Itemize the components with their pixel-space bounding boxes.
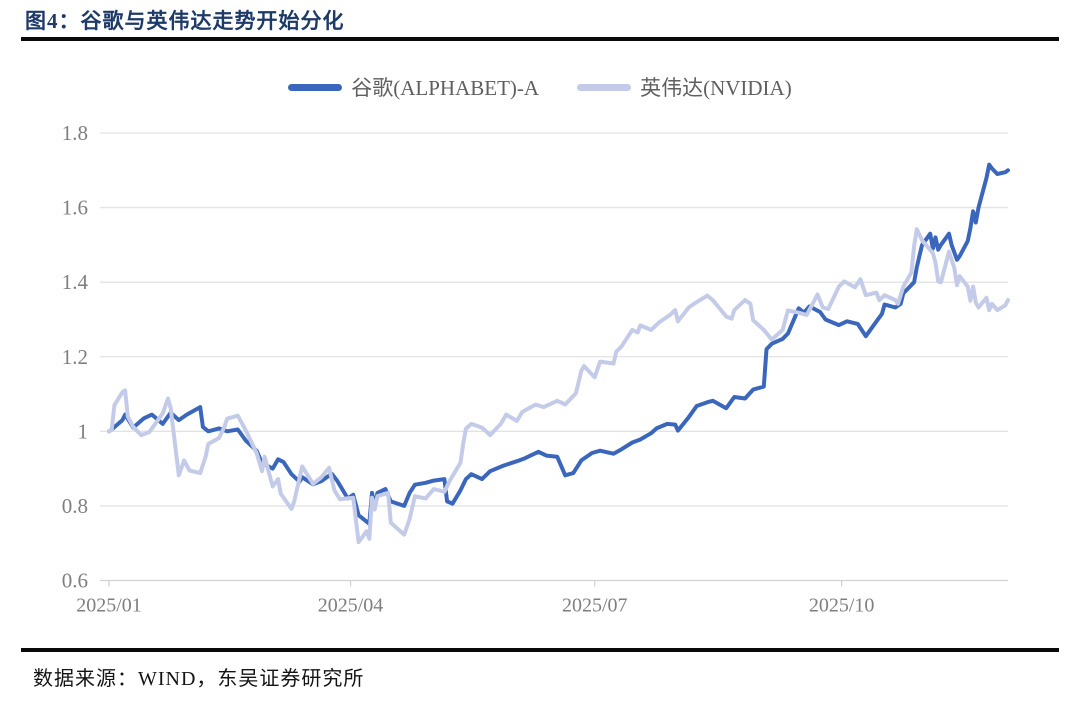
stock-comparison-chart: 0.6 0.8 1 1.2 1.4 1.6 1.8 2025/01 2025/04 2025/07… bbox=[62, 121, 1010, 617]
x-axis-tick-label: 2025/10 bbox=[809, 595, 875, 617]
x-axis-tick-label: 2025/01 bbox=[76, 595, 142, 617]
x-axis-tick-label: 2025/07 bbox=[562, 595, 628, 617]
y-axis-tick-label: 1 bbox=[78, 419, 89, 443]
y-axis-tick-label: 1.4 bbox=[62, 270, 89, 294]
y-axis-tick-label: 0.6 bbox=[62, 569, 88, 593]
y-axis-tick-label: 1.6 bbox=[62, 196, 88, 220]
y-axis-tick-label: 1.2 bbox=[62, 345, 88, 369]
bottom-divider bbox=[21, 648, 1059, 652]
series-googl-line bbox=[107, 162, 1010, 526]
googl-line-swatch bbox=[288, 83, 343, 91]
nvda-legend-label: 英伟达(NVIDIA) bbox=[640, 76, 792, 100]
data-source: 数据来源：WIND，东吴证券研究所 bbox=[33, 668, 365, 690]
chart-legend: 谷歌(ALPHABET)-A 英伟达(NVIDIA) bbox=[0, 72, 1080, 102]
nvda-line-swatch bbox=[577, 83, 632, 91]
legend-item-googl: 谷歌(ALPHABET)-A bbox=[288, 72, 539, 102]
googl-legend-label: 谷歌(ALPHABET)-A bbox=[351, 76, 540, 100]
series-nvda-line bbox=[107, 227, 1010, 545]
figure-title: 图4：谷歌与英伟达走势开始分化 bbox=[25, 9, 345, 33]
y-axis-tick-label: 1.8 bbox=[62, 121, 88, 145]
y-axis-labels: 0.6 0.8 1 1.2 1.4 1.6 1.8 bbox=[62, 121, 89, 593]
x-axis-labels: 2025/01 2025/04 2025/07 2025/10 bbox=[76, 580, 875, 617]
gridlines bbox=[100, 132, 1008, 582]
y-axis-tick-label: 0.8 bbox=[62, 494, 88, 518]
legend-item-nvda: 英伟达(NVIDIA) bbox=[577, 72, 792, 102]
top-divider bbox=[21, 37, 1059, 41]
x-axis-tick-label: 2025/04 bbox=[318, 595, 384, 617]
